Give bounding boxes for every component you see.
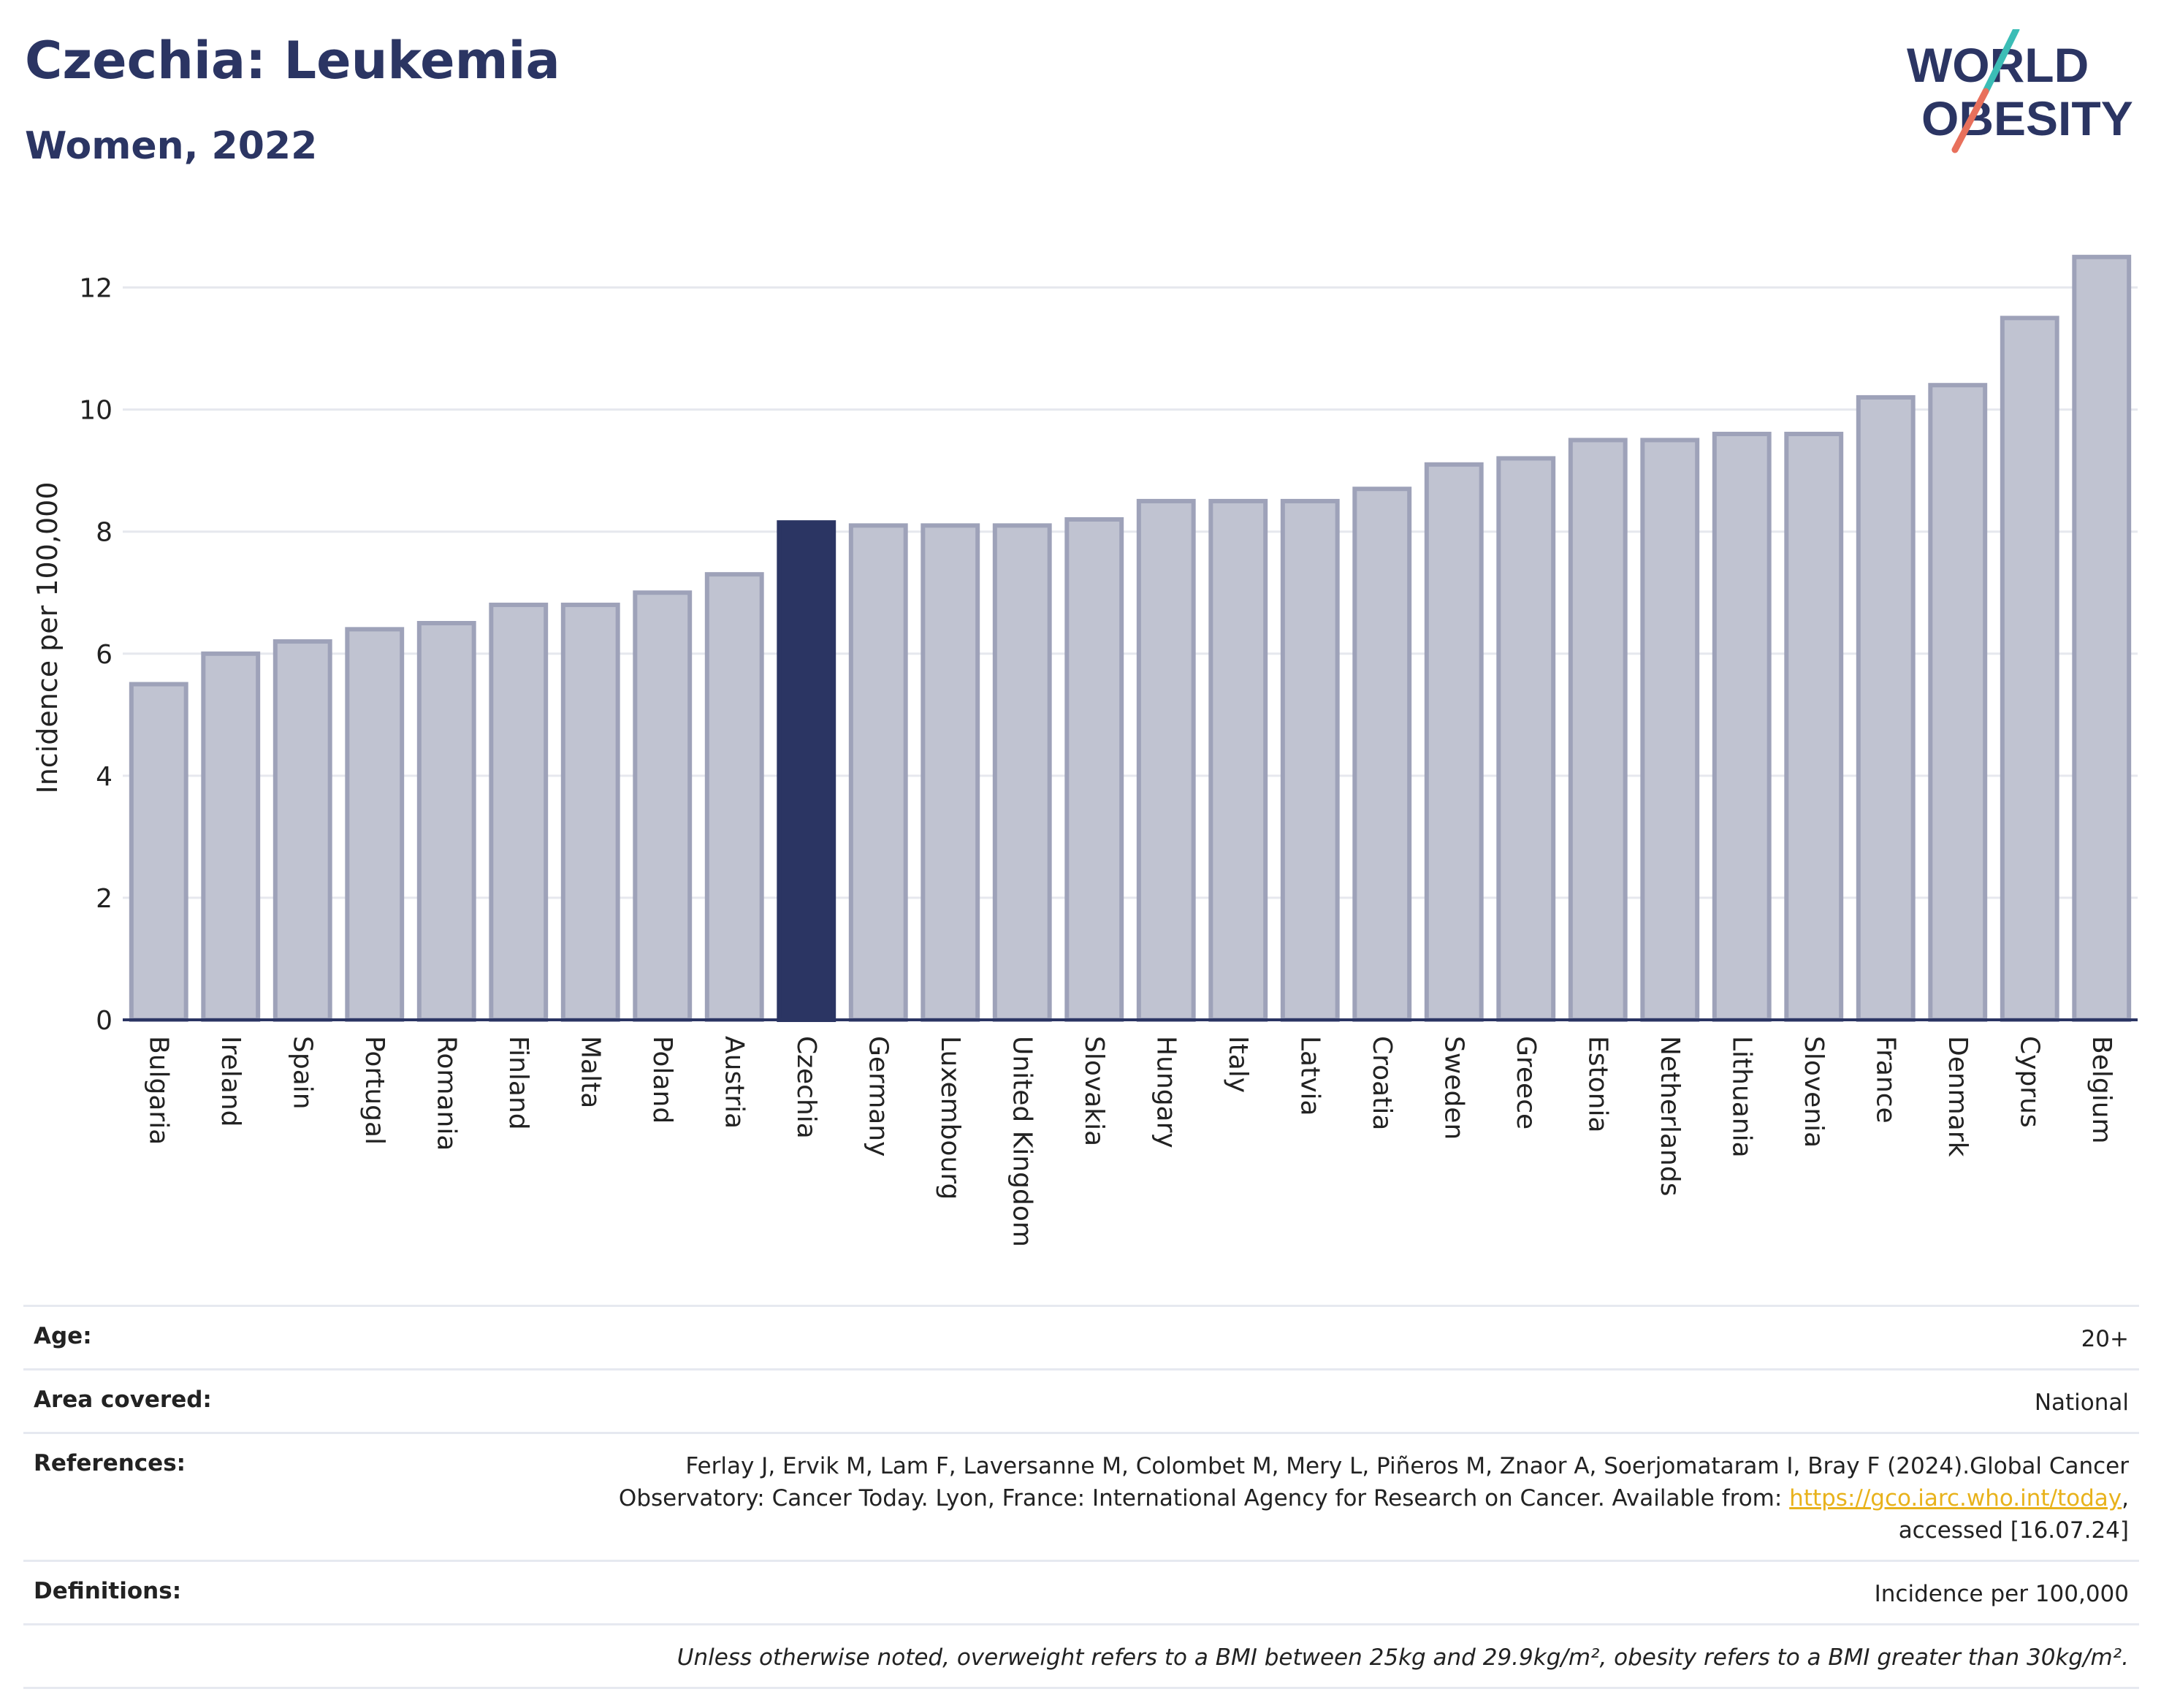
bar-slovakia[interactable] xyxy=(1064,516,1124,1022)
x-tick-label: United Kingdom xyxy=(1007,1036,1037,1247)
bar-italy[interactable] xyxy=(1208,498,1268,1022)
y-tick-label: 2 xyxy=(96,884,113,914)
definitions-value: Incidence per 100,000 xyxy=(1874,1581,2129,1607)
x-tick-label: Italy xyxy=(1223,1036,1253,1093)
bmi-note: Unless otherwise noted, overweight refer… xyxy=(676,1644,2129,1671)
x-tick-label: Denmark xyxy=(1943,1036,1973,1157)
logo-slash-teal xyxy=(1982,29,2020,95)
area-value: National xyxy=(2034,1389,2129,1416)
x-tick-label: Romania xyxy=(431,1036,461,1151)
references-value: Ferlay J, Ervik M, Lam F, Laversanne M, … xyxy=(558,1450,2129,1547)
area-label: Area covered: xyxy=(34,1387,212,1413)
bar-finland[interactable] xyxy=(489,602,549,1022)
x-tick-label: Greece xyxy=(1511,1036,1541,1129)
bar-spain[interactable] xyxy=(272,639,332,1022)
y-tick-label: 6 xyxy=(96,640,113,670)
x-tick-label: Spain xyxy=(287,1036,317,1110)
bar-portugal[interactable] xyxy=(345,627,405,1022)
y-tick-label: 8 xyxy=(96,518,113,548)
x-tick-label: Latvia xyxy=(1295,1036,1325,1116)
bar-croatia[interactable] xyxy=(1352,487,1412,1022)
x-tick-label: Poland xyxy=(647,1036,677,1124)
logo-text-line2: OBESITY xyxy=(1921,91,2133,145)
bar-bulgaria[interactable] xyxy=(129,682,188,1022)
x-tick-label: Ireland xyxy=(216,1036,245,1127)
bar-chart: 0 2 4 6 8 10 12 Incidence per 100,000 Bulgaria Ir… xyxy=(31,254,2138,1247)
bar-austria[interactable] xyxy=(704,572,764,1022)
x-tick-label: Slovakia xyxy=(1079,1036,1109,1146)
bar-luxembourg[interactable] xyxy=(921,523,980,1022)
x-tick-label: Bulgaria xyxy=(143,1036,173,1145)
bar-ireland[interactable] xyxy=(201,651,261,1022)
bar-hungary[interactable] xyxy=(1136,498,1196,1022)
references-link[interactable]: https://gco.iarc.who.int/today xyxy=(1789,1485,2122,1511)
bar-slovenia[interactable] xyxy=(1784,432,1844,1022)
x-tick-label: Austria xyxy=(719,1036,749,1129)
references-text: Ferlay J, Ervik M, Lam F, Laversanne M, … xyxy=(618,1453,2129,1511)
bar-lithuania[interactable] xyxy=(1712,432,1772,1022)
x-tick-label: Czechia xyxy=(791,1036,821,1139)
bar-estonia[interactable] xyxy=(1568,438,1628,1022)
age-value: 20+ xyxy=(2081,1326,2129,1352)
bar-malta[interactable] xyxy=(560,602,620,1022)
y-axis-label: Incidence per 100,000 xyxy=(31,481,64,793)
bar-cyprus[interactable] xyxy=(2000,316,2059,1022)
bar-denmark[interactable] xyxy=(1928,383,1988,1022)
y-tick-label: 0 xyxy=(96,1006,113,1036)
bar-sweden[interactable] xyxy=(1424,462,1484,1022)
x-tick-label: Luxembourg xyxy=(935,1036,965,1200)
bar-romania[interactable] xyxy=(416,621,476,1022)
y-tick-label: 4 xyxy=(96,762,113,792)
bar-france[interactable] xyxy=(1856,394,1916,1022)
x-tick-label: Netherlands xyxy=(1655,1036,1685,1196)
info-row-age: Age: 20+ xyxy=(23,1305,2139,1368)
page-title: Czechia: Leukemia xyxy=(25,31,560,91)
x-tick-label: Germany xyxy=(863,1036,893,1156)
y-tick-label: 10 xyxy=(79,396,113,426)
page-subtitle: Women, 2022 xyxy=(25,124,318,168)
x-tick-label: Cyprus xyxy=(2014,1036,2044,1128)
axes: 0 2 4 6 8 10 12 Incidence per 100,000 Bulgaria Ir… xyxy=(31,274,2138,1247)
y-tick-label: 12 xyxy=(79,274,113,304)
x-tick-label: Finland xyxy=(503,1036,533,1130)
x-tick-label: Estonia xyxy=(1582,1036,1612,1133)
x-tick-label: Portugal xyxy=(359,1036,389,1145)
x-tick-label: France xyxy=(1870,1036,1900,1124)
info-row-area: Area covered: National xyxy=(23,1368,2139,1432)
bar-latvia[interactable] xyxy=(1280,498,1340,1022)
x-tick-label: Hungary xyxy=(1151,1036,1181,1148)
x-tick-label: Belgium xyxy=(2086,1036,2116,1144)
bar-czechia[interactable] xyxy=(777,520,836,1022)
definitions-label: Definitions: xyxy=(34,1578,182,1604)
bar-netherlands[interactable] xyxy=(1640,438,1700,1022)
age-label: Age: xyxy=(34,1323,92,1349)
bars xyxy=(129,254,2132,1022)
x-tick-label: Malta xyxy=(575,1036,605,1108)
bar-greece[interactable] xyxy=(1496,456,1556,1022)
bar-germany[interactable] xyxy=(848,523,908,1022)
info-table: Age: 20+ Area covered: National Referenc… xyxy=(23,1305,2139,1689)
info-row-note: Unless otherwise noted, overweight refer… xyxy=(23,1623,2139,1689)
x-tick-label: Lithuania xyxy=(1726,1036,1756,1158)
bar-united-kingdom[interactable] xyxy=(992,523,1052,1022)
logo-slash-red xyxy=(1951,88,1989,153)
x-tick-label: Croatia xyxy=(1367,1036,1397,1130)
info-row-references: References: Ferlay J, Ervik M, Lam F, La… xyxy=(23,1432,2139,1560)
x-tick-label: Sweden xyxy=(1438,1036,1468,1140)
bar-poland[interactable] xyxy=(633,590,693,1022)
x-tick-label: Slovenia xyxy=(1799,1036,1829,1148)
world-obesity-logo: WORLD OBESITY xyxy=(1907,29,2133,153)
info-row-definitions: Definitions: Incidence per 100,000 xyxy=(23,1560,2139,1623)
references-accessed: , accessed [16.07.24] xyxy=(1898,1485,2129,1544)
references-label: References: xyxy=(34,1450,186,1476)
bar-belgium[interactable] xyxy=(2072,254,2132,1022)
